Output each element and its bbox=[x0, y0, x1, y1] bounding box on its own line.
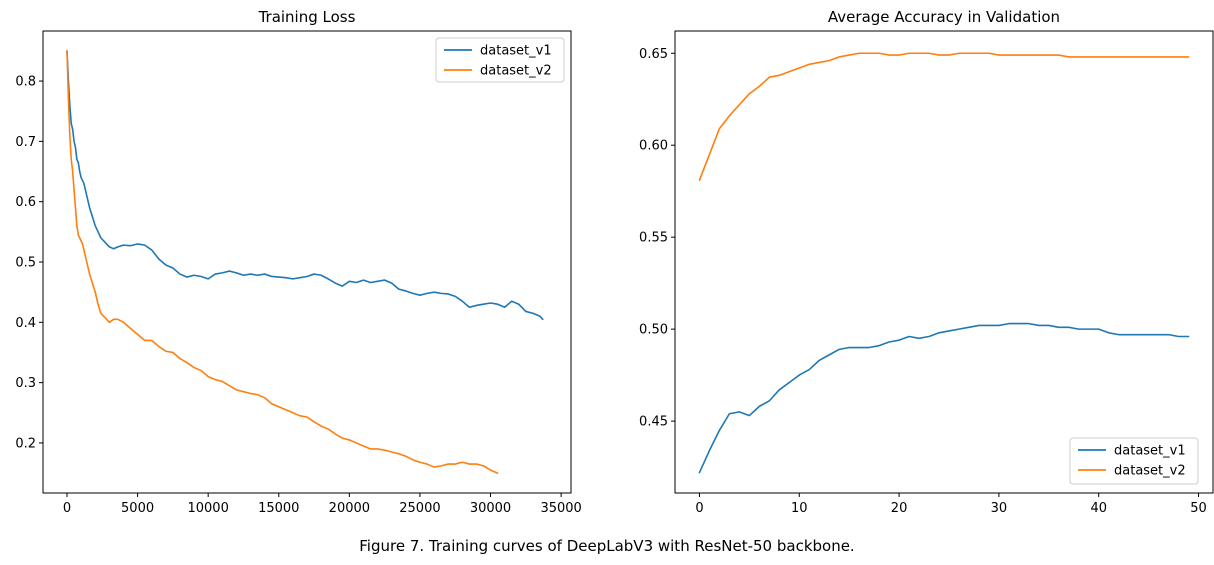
loss-y-tick-label: 0.6 bbox=[15, 195, 36, 210]
accuracy-series-dataset-v2-line bbox=[698, 52, 1190, 181]
accuracy-x-tick-label: 30 bbox=[991, 501, 1008, 516]
loss-y-tick-label: 0.4 bbox=[15, 316, 36, 331]
accuracy-axes-frame bbox=[674, 30, 1214, 494]
accuracy-y-tick-label: 0.60 bbox=[639, 139, 668, 154]
loss-x-tick-label: 30000 bbox=[470, 501, 511, 516]
accuracy-y-tick-label: 0.45 bbox=[639, 415, 668, 430]
accuracy-y-tick-label: 0.55 bbox=[639, 231, 668, 246]
loss-axes-frame bbox=[42, 30, 572, 494]
loss-y-tick-label: 0.7 bbox=[15, 135, 36, 150]
loss-y-tick-label: 0.3 bbox=[15, 376, 36, 391]
accuracy-series-dataset-v1-line bbox=[698, 322, 1190, 474]
loss-x-tick-label: 20000 bbox=[329, 501, 370, 516]
loss-x-tick-label: 35000 bbox=[540, 501, 581, 516]
accuracy-x-tick-label: 40 bbox=[1090, 501, 1107, 516]
loss-x-tick-label: 10000 bbox=[187, 501, 228, 516]
loss-x-tick-label: 25000 bbox=[399, 501, 440, 516]
accuracy-y-tick-label: 0.65 bbox=[639, 47, 668, 62]
loss-x-tick-label: 0 bbox=[63, 501, 71, 516]
loss-legend: dataset_v1 dataset_v2 bbox=[435, 37, 565, 83]
accuracy-legend: dataset_v1 dataset_v2 bbox=[1069, 437, 1199, 485]
loss-x-tick-label: 5000 bbox=[121, 501, 154, 516]
loss-legend-label-dataset-v2: dataset_v2 bbox=[480, 64, 552, 79]
accuracy-x-tick-label: 50 bbox=[1190, 501, 1207, 516]
loss-chart-title: Training Loss bbox=[258, 8, 356, 26]
accuracy-legend-label-dataset-v1: dataset_v1 bbox=[1114, 444, 1186, 459]
accuracy-x-tick-label: 10 bbox=[791, 501, 808, 516]
loss-legend-box bbox=[435, 37, 565, 83]
loss-x-tick-label: 15000 bbox=[258, 501, 299, 516]
loss-series-dataset-v2-line bbox=[66, 50, 499, 474]
loss-y-tick-label: 0.8 bbox=[15, 75, 36, 90]
figure-caption: Figure 7. Training curves of DeepLabV3 w… bbox=[359, 537, 855, 555]
accuracy-chart-title: Average Accuracy in Validation bbox=[828, 8, 1060, 26]
accuracy-y-tick-label: 0.50 bbox=[639, 323, 668, 338]
validation-accuracy-panel: Average Accuracy in Validation 0 10 20 30 40 5… bbox=[639, 8, 1214, 516]
training-loss-panel: Training Loss 0 5000 10000 15000 20000 25000 30… bbox=[15, 8, 581, 516]
accuracy-x-tick-label: 20 bbox=[891, 501, 908, 516]
accuracy-x-tick-label: 0 bbox=[695, 501, 703, 516]
loss-series-dataset-v1-line bbox=[66, 50, 544, 321]
accuracy-legend-label-dataset-v2: dataset_v2 bbox=[1114, 464, 1186, 479]
loss-legend-label-dataset-v1: dataset_v1 bbox=[480, 44, 552, 59]
loss-y-tick-label: 0.5 bbox=[15, 256, 36, 271]
loss-y-tick-label: 0.2 bbox=[15, 436, 36, 451]
